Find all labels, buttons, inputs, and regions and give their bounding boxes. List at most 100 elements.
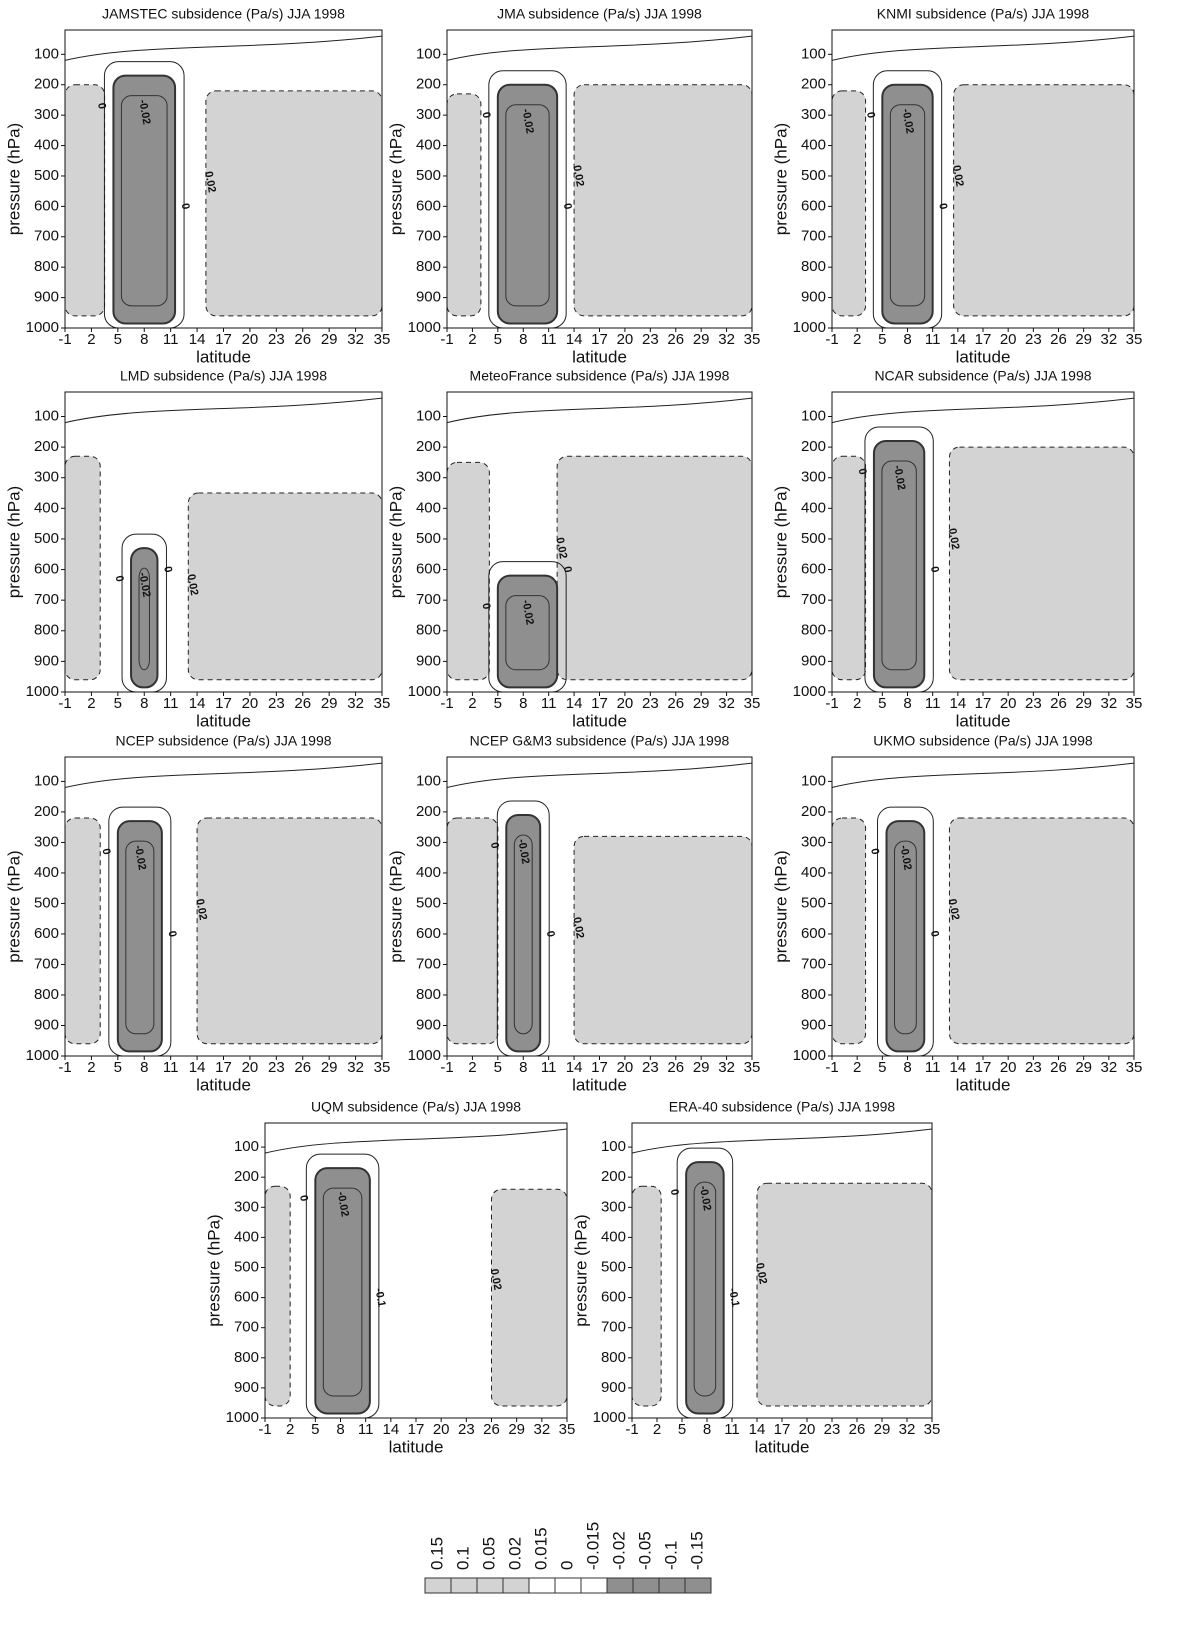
- contour-region: [446, 461, 490, 681]
- contour-label: -0.02: [136, 99, 152, 126]
- x-tick-label: 35: [1126, 331, 1143, 348]
- contour-region: [314, 1167, 371, 1415]
- y-tick-label: 300: [34, 833, 59, 850]
- contour-line: [64, 397, 383, 424]
- x-tick-label: -1: [440, 331, 453, 348]
- x-tick-label: 14: [566, 331, 583, 348]
- x-tick-label: 2: [653, 1421, 661, 1438]
- y-tick-label: 200: [34, 803, 59, 820]
- x-tick-label: 14: [566, 695, 583, 712]
- panel-title: JAMSTEC subsidence (Pa/s) JJA 1998: [102, 6, 345, 22]
- contour-label: 0.02: [488, 1268, 504, 1291]
- contour-label: -0.02: [335, 1191, 351, 1218]
- x-tick-label: 35: [744, 695, 761, 712]
- y-tick-label: 400: [801, 499, 826, 516]
- y-tick-label: 900: [416, 652, 441, 669]
- x-tick-label: 8: [903, 331, 911, 348]
- x-axis-label: latitude: [956, 711, 1011, 730]
- y-tick-label: 400: [801, 864, 826, 881]
- y-tick-label: 200: [416, 76, 441, 93]
- contour-line: [138, 567, 150, 671]
- x-tick-label: 35: [374, 331, 391, 348]
- colorbar-swatch: [528, 1577, 556, 1594]
- x-tick-label: 5: [494, 331, 502, 348]
- x-tick-label: 20: [617, 1059, 634, 1076]
- y-tick-label: 800: [801, 622, 826, 639]
- y-tick-label: 900: [34, 289, 59, 306]
- x-tick-label: 32: [899, 1421, 916, 1438]
- x-tick-label: 8: [140, 331, 148, 348]
- x-tick-label: 35: [374, 1059, 391, 1076]
- y-tick-label: 300: [416, 469, 441, 486]
- y-tick-label: 1000: [793, 683, 826, 700]
- x-tick-label: 32: [1100, 695, 1117, 712]
- y-tick-label: 200: [801, 803, 826, 820]
- y-tick-label: 600: [416, 197, 441, 214]
- x-tick-label: 11: [163, 331, 179, 348]
- x-tick-label: 20: [433, 1421, 450, 1438]
- x-tick-label: 29: [321, 695, 338, 712]
- x-tick-label: 20: [617, 331, 634, 348]
- x-tick-label: 2: [468, 331, 476, 348]
- x-tick-label: 23: [642, 695, 659, 712]
- y-tick-label: 200: [34, 76, 59, 93]
- x-tick-label: -1: [825, 331, 838, 348]
- contour-label: -0.1: [726, 1287, 741, 1308]
- x-axis-label: latitude: [389, 1437, 444, 1456]
- x-tick-label: 35: [924, 1421, 941, 1438]
- y-tick-label: 200: [416, 803, 441, 820]
- contour-region: [885, 820, 926, 1053]
- x-tick-label: 8: [903, 1059, 911, 1076]
- x-tick-label: 29: [693, 695, 710, 712]
- y-tick-label: 300: [34, 106, 59, 123]
- x-tick-label: 23: [1025, 331, 1042, 348]
- x-tick-label: 26: [294, 331, 311, 348]
- x-tick-label: 17: [975, 695, 992, 712]
- contour-line: [505, 104, 550, 307]
- contour-region: [196, 817, 383, 1045]
- colorbar-swatch: [554, 1577, 582, 1594]
- x-tick-label: -1: [825, 1059, 838, 1076]
- y-tick-label: 1000: [26, 683, 59, 700]
- y-tick-label: 100: [601, 1138, 626, 1155]
- x-tick-label: 26: [1050, 695, 1067, 712]
- y-axis-label: pressure (hPa): [771, 486, 790, 598]
- colorbar-swatch: [424, 1577, 452, 1594]
- y-tick-label: 300: [601, 1198, 626, 1215]
- y-tick-label: 400: [601, 1228, 626, 1245]
- contour-region: [64, 817, 101, 1045]
- x-axis-label: latitude: [196, 711, 251, 730]
- contour-label: 0: [856, 468, 869, 476]
- x-tick-label: 26: [483, 1421, 500, 1438]
- contour-label: 0: [488, 841, 501, 849]
- x-tick-label: 29: [693, 331, 710, 348]
- y-tick-label: 800: [34, 986, 59, 1003]
- contour-label: 0.02: [185, 573, 201, 596]
- x-tick-label: 5: [878, 695, 886, 712]
- y-tick-label: 1000: [26, 319, 59, 336]
- x-tick-label: 8: [519, 1059, 527, 1076]
- x-tick-label: 20: [1000, 695, 1017, 712]
- contour-label: 0: [95, 102, 108, 110]
- contour-line: [446, 762, 753, 788]
- x-tick-label: 26: [1050, 331, 1067, 348]
- x-tick-label: 23: [268, 331, 285, 348]
- y-tick-label: 500: [234, 1258, 259, 1275]
- y-axis-label: pressure (hPa): [4, 486, 23, 598]
- y-axis-label: pressure (hPa): [4, 850, 23, 962]
- contour-region: [64, 84, 106, 317]
- y-tick-label: 700: [801, 228, 826, 245]
- x-tick-label: 32: [1100, 331, 1117, 348]
- contour-label: -0.02: [897, 844, 913, 871]
- y-tick-label: 900: [801, 1016, 826, 1033]
- y-tick-label: 700: [416, 955, 441, 972]
- panel-title: KNMI subsidence (Pa/s) JJA 1998: [877, 6, 1090, 22]
- y-axis-label: pressure (hPa): [386, 123, 405, 235]
- contour-label: 0: [479, 602, 492, 610]
- contour-label: 0: [166, 930, 179, 938]
- x-tick-label: 26: [667, 331, 684, 348]
- contour-label: 0: [161, 565, 174, 573]
- contour-label: 0: [561, 202, 574, 210]
- y-tick-label: 900: [801, 652, 826, 669]
- y-tick-label: 600: [801, 925, 826, 942]
